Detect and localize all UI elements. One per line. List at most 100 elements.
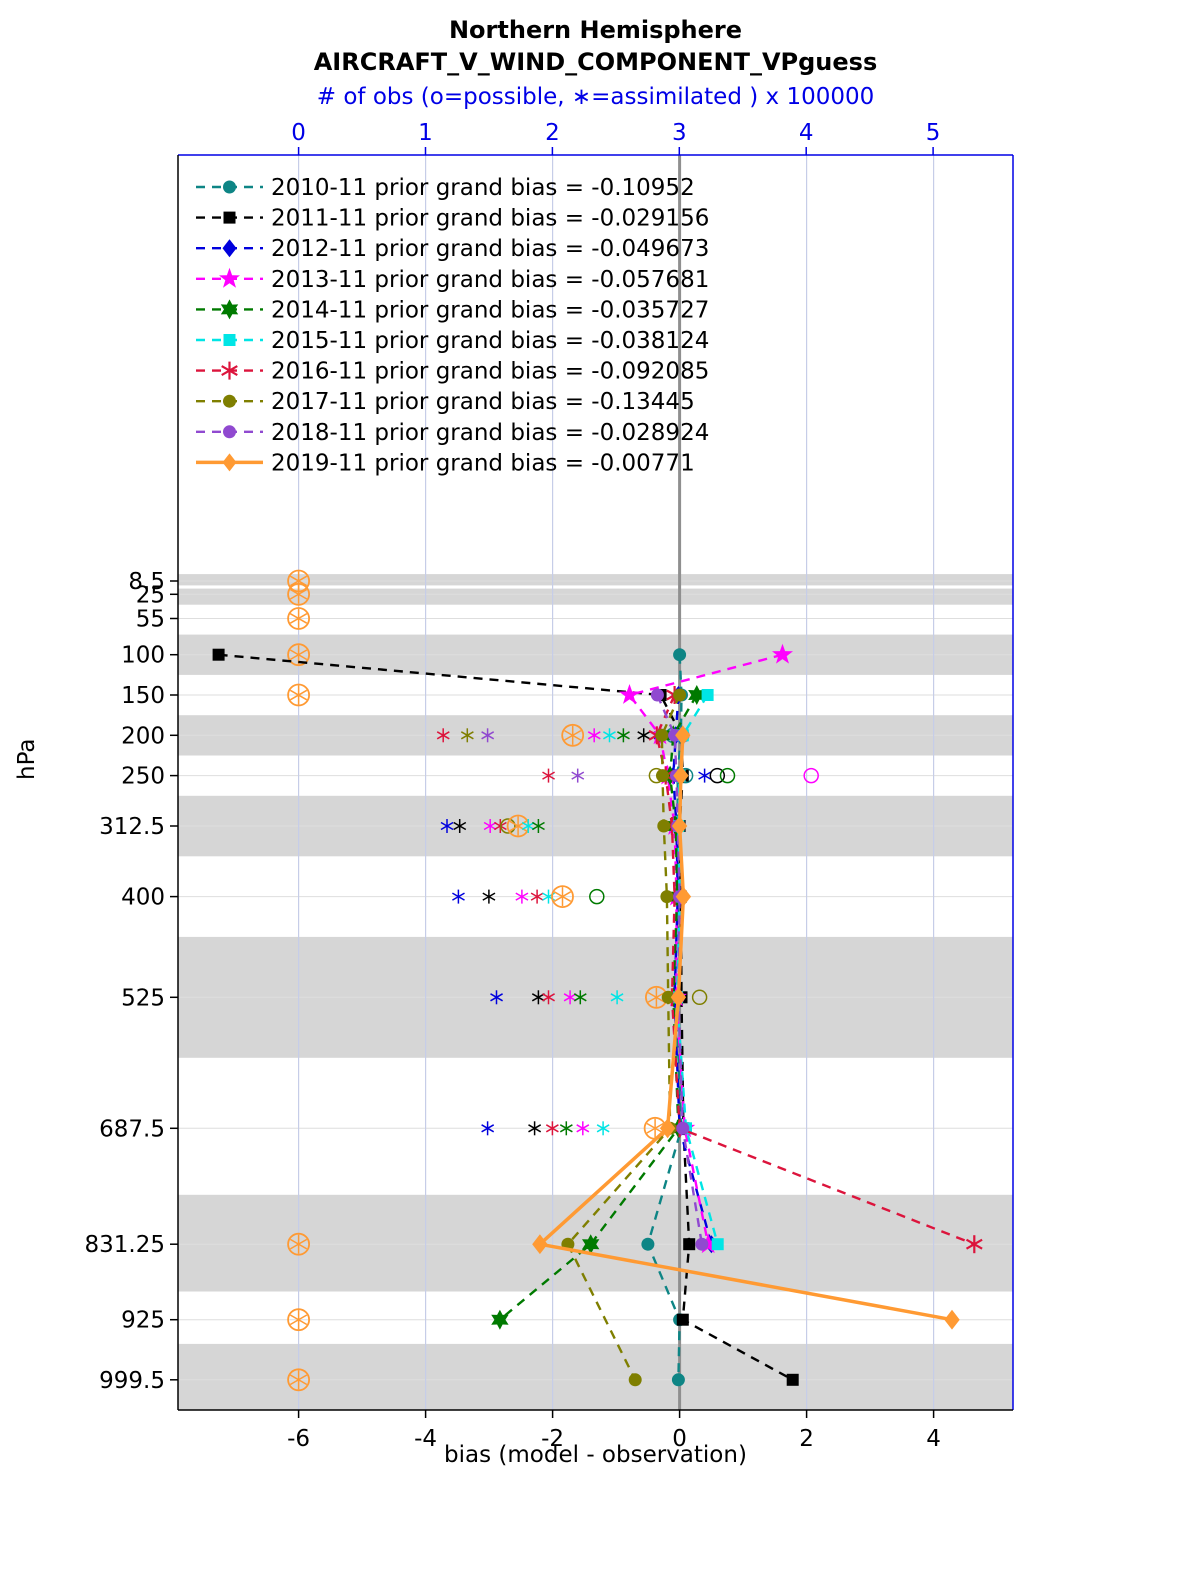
obs-assimilated-marker — [571, 768, 585, 783]
obs-tick-label: 1 — [418, 120, 433, 146]
obs-possible-marker — [719, 767, 736, 784]
obs-assimilated-marker — [610, 990, 624, 1005]
pressure-tick-label: 150 — [121, 683, 165, 709]
series-line — [672, 694, 713, 1245]
legend-entry-2014-11: 2014-11 prior grand bias = -0.035727 — [196, 297, 709, 323]
obs-assimilated-marker — [436, 728, 450, 743]
obs-count-markers — [287, 569, 819, 1392]
legend-label: 2011-11 prior grand bias = -0.029156 — [271, 206, 709, 232]
bias-axis-ticks: -6 -4 -2 0 2 4 — [287, 1410, 941, 1452]
obs-possible-marker — [709, 767, 726, 784]
bias-tick-label: -6 — [287, 1426, 310, 1452]
bias-tick-label: -4 — [414, 1426, 437, 1452]
obs-possible-marker — [287, 1232, 311, 1256]
obs-assimilated-marker — [530, 889, 544, 904]
obs-assimilated-marker — [515, 889, 529, 904]
legend-label: 2017-11 prior grand bias = -0.13445 — [271, 389, 695, 415]
obs-assimilated-marker — [521, 819, 535, 833]
legend-entry-2015-11: 2015-11 prior grand bias = -0.038124 — [196, 328, 709, 354]
obs-tick-label: 0 — [291, 120, 306, 146]
bias-tick-label: 4 — [926, 1426, 941, 1452]
shaded-band — [178, 1343, 1013, 1410]
obs-assimilated-marker — [617, 728, 630, 743]
obs-assimilated-marker — [289, 1370, 308, 1390]
obs-assimilated-marker — [563, 990, 577, 1005]
obs-assimilated-marker — [559, 1121, 573, 1136]
series-line — [655, 694, 975, 1246]
obs-assimilated-marker — [528, 1121, 542, 1136]
obs-assimilated-marker — [289, 609, 308, 628]
obs-assimilated-marker — [596, 1121, 610, 1136]
legend-label: 2019-11 prior grand bias = -0.00771 — [271, 450, 695, 476]
pressure-tick-label: 687.5 — [99, 1116, 165, 1142]
legend-label: 2010-11 prior grand bias = -0.10952 — [271, 175, 695, 201]
legend-entry-2017-11: 2017-11 prior grand bias = -0.13445 — [196, 389, 695, 415]
legend-label: 2018-11 prior grand bias = -0.028924 — [271, 420, 709, 446]
obs-axis-ticks: 0 1 2 3 4 5 — [291, 120, 940, 155]
obs-assimilated-marker — [483, 819, 497, 833]
obs-assimilated-marker — [564, 725, 582, 745]
pressure-tick-label: 100 — [121, 643, 165, 669]
obs-possible-marker — [589, 888, 605, 905]
obs-assimilated-marker — [460, 728, 474, 743]
obs-possible-marker — [551, 885, 574, 908]
legend-entry-2010-11: 2010-11 prior grand bias = -0.10952 — [196, 175, 695, 201]
obs-tick-label: 4 — [799, 120, 814, 146]
obs-tick-label: 5 — [926, 120, 941, 146]
obs-assimilated-marker — [481, 728, 495, 743]
pressure-tick-label: 525 — [121, 985, 165, 1011]
obs-axis-label: # of obs (o=possible, ∗=assimilated ) x … — [316, 84, 875, 110]
x-axis-label: bias (model - observation) — [444, 1442, 747, 1468]
obs-possible-marker — [561, 723, 585, 747]
shaded-band — [178, 588, 1013, 605]
chart-title: Northern Hemisphere — [448, 16, 743, 44]
legend-entry-2018-11: 2018-11 prior grand bias = -0.028924 — [196, 420, 709, 446]
obs-possible-marker — [287, 1308, 311, 1332]
obs-possible-marker — [287, 683, 311, 707]
obs-assimilated-marker — [647, 987, 665, 1007]
obs-possible-marker — [691, 989, 708, 1006]
pressure-tick-label: 25 — [136, 582, 165, 608]
legend-entry-2013-11: 2013-11 prior grand bias = -0.057681 — [196, 267, 709, 293]
obs-assimilated-marker — [289, 1234, 308, 1254]
pressure-tick-label: 312.5 — [99, 814, 165, 840]
obs-tick-label: 2 — [545, 120, 560, 146]
y-axis-label: hPa — [14, 738, 40, 780]
obs-assimilated-marker — [698, 768, 712, 783]
series-2019-11 — [532, 725, 960, 1330]
obs-assimilated-marker — [452, 889, 465, 904]
obs-assimilated-marker — [481, 1121, 495, 1136]
pressure-tick-label: 831.25 — [85, 1232, 165, 1258]
obs-assimilated-marker — [453, 819, 467, 833]
plot-frame — [177, 154, 1014, 1411]
series-line — [656, 694, 704, 1245]
obs-assimilated-marker — [542, 768, 555, 783]
obs-assimilated-marker — [531, 990, 545, 1005]
bias-tick-label: -2 — [541, 1426, 564, 1452]
shaded-band — [178, 574, 1013, 586]
legend-label: 2012-11 prior grand bias = -0.049673 — [271, 236, 709, 262]
obs-assimilated-marker — [542, 990, 555, 1005]
obs-tick-label: 3 — [672, 120, 687, 146]
pressure-tick-label: 250 — [121, 764, 165, 790]
obs-assimilated-marker — [587, 728, 601, 743]
horizontal-gridlines — [178, 580, 1013, 1381]
obs-assimilated-marker — [440, 819, 454, 833]
obs-assimilated-marker — [646, 1118, 664, 1138]
obs-possible-marker — [287, 643, 311, 667]
obs-assimilated-marker — [545, 1121, 559, 1136]
shaded-bands — [178, 574, 1013, 1410]
legend-entry-2011-11: 2011-11 prior grand bias = -0.029156 — [196, 206, 709, 232]
pressure-tick-label: 55 — [136, 607, 165, 633]
legend: 2010-11 prior grand bias = -0.10952 2011-… — [196, 175, 709, 476]
pressure-tick-label: 925 — [121, 1308, 165, 1334]
bias-tick-label: 0 — [672, 1426, 687, 1452]
legend-label: 2015-11 prior grand bias = -0.038124 — [271, 328, 709, 354]
pressure-tick-label: 200 — [121, 723, 165, 749]
legend-entry-2016-11: 2016-11 prior grand bias = -0.092085 — [196, 359, 709, 385]
obs-assimilated-marker — [490, 990, 503, 1005]
obs-possible-marker — [287, 582, 311, 606]
